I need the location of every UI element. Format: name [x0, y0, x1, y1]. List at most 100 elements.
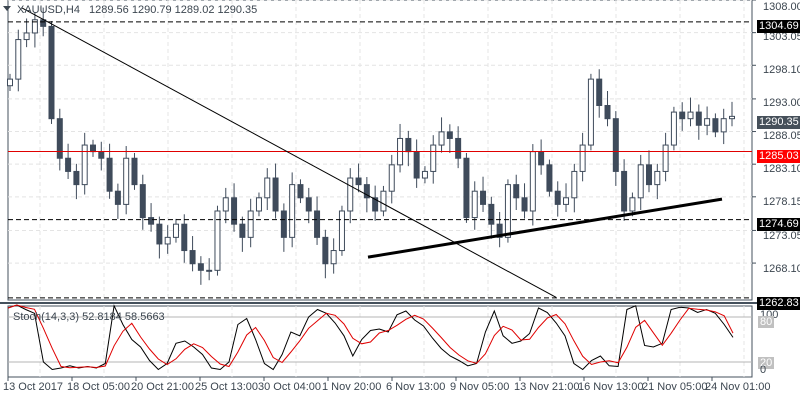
bear-candle — [272, 177, 279, 212]
bear-candle — [106, 157, 113, 192]
bear-candle — [621, 170, 628, 212]
stoch-signal-line — [7, 304, 734, 369]
bear-candle — [114, 190, 121, 205]
bull-candle — [255, 197, 262, 212]
bear-candle — [712, 118, 719, 133]
bull-candle — [670, 111, 677, 146]
bear-candle — [554, 190, 561, 205]
time-tick: 18 Oct 05:00 — [67, 381, 130, 393]
bull-candle — [654, 170, 661, 186]
trendline — [367, 197, 723, 259]
bear-candle — [48, 25, 55, 120]
bull-candle — [380, 190, 387, 212]
bear-candle — [305, 197, 312, 212]
bear-candle — [156, 223, 163, 245]
bear-candle — [488, 203, 495, 225]
bear-candle — [189, 250, 196, 265]
bull-candle — [637, 164, 644, 199]
time-tick: 13 Nov 21:00 — [514, 381, 580, 393]
bull-candle — [471, 190, 478, 219]
ohlc-values: 1289.56 1290.79 1289.02 1290.35 — [89, 4, 258, 16]
stoch-axis-80: 80 — [758, 316, 775, 328]
level-tag-1262: 1262.83 — [757, 297, 800, 310]
bear-candle — [231, 197, 238, 225]
bear-candle — [181, 223, 188, 252]
bull-candle — [247, 210, 254, 238]
bear-candle — [65, 157, 72, 172]
bear-candle — [314, 210, 321, 238]
bear-candle — [546, 164, 553, 192]
bear-candle — [148, 217, 155, 225]
bull-candle — [330, 250, 337, 265]
bull-candle — [629, 197, 636, 212]
price-tick: 1308.00 — [763, 1, 800, 13]
bull-candle — [587, 78, 594, 146]
price-tick: 1273.05 — [763, 230, 800, 242]
bull-candle — [206, 269, 213, 272]
time-tick: 20 Oct 21:00 — [131, 381, 194, 393]
bull-candle — [421, 170, 428, 179]
bull-candle — [430, 144, 437, 172]
bull-candle — [579, 144, 586, 172]
bear-candle — [679, 111, 686, 120]
stoch-title: Stoch(14,3,3) 52.8184 58.5663 — [13, 311, 165, 323]
bull-candle — [214, 210, 221, 271]
time-tick: 6 Nov 13:00 — [386, 381, 446, 393]
trendline — [21, 7, 557, 298]
bear-candle — [239, 223, 246, 238]
chart-title: XAUUSD,H4 1289.56 1290.79 1289.02 1290.3… — [17, 4, 257, 16]
bull-candle — [529, 151, 536, 212]
bear-candle — [322, 236, 329, 265]
time-tick: 9 Nov 05:00 — [450, 381, 510, 393]
bull-candle — [438, 131, 445, 146]
bear-candle — [89, 144, 96, 153]
price-tick: 1303.05 — [763, 31, 800, 43]
bull-candle — [123, 157, 130, 205]
bull-candle — [172, 223, 179, 238]
price-tick: 1283.10 — [763, 163, 800, 175]
bear-candle — [612, 118, 619, 172]
bull-candle — [687, 111, 694, 120]
level-tag-1304: 1304.69 — [757, 20, 800, 33]
bull-candle — [704, 118, 711, 126]
bull-candle — [338, 210, 345, 252]
time-tick: 16 Nov 13:00 — [578, 381, 644, 393]
bear-candle — [131, 157, 138, 186]
bear-candle — [139, 184, 146, 219]
stoch-main-line — [7, 304, 734, 371]
bull-candle — [7, 78, 13, 87]
bear-candle — [604, 104, 611, 120]
symbol-label: XAUUSD,H4 — [17, 4, 80, 16]
price-tick: 1278.15 — [763, 196, 800, 208]
bull-candle — [347, 177, 354, 212]
bear-candle — [56, 118, 63, 159]
current-price-tag: 1290.35 — [757, 116, 800, 129]
bear-candle — [413, 151, 420, 179]
bull-candle — [164, 236, 171, 245]
time-tick: 24 Nov 01:00 — [705, 381, 771, 393]
bear-candle — [73, 170, 80, 186]
price-tick: 1298.10 — [763, 64, 800, 76]
price-tick: 1293.00 — [763, 97, 800, 109]
price-tick: 1268.10 — [763, 263, 800, 275]
level-tag-1285: 1285.03 — [757, 150, 800, 163]
bull-candle — [31, 19, 38, 34]
bear-candle — [538, 151, 545, 166]
bull-candle — [720, 118, 727, 133]
bear-candle — [197, 263, 204, 271]
bear-candle — [496, 223, 503, 238]
indicator-pane — [7, 305, 753, 378]
bear-candle — [695, 111, 702, 126]
bull-candle — [563, 197, 570, 205]
time-tick: 25 Oct 13:00 — [195, 381, 258, 393]
level-tag-1274: 1274.69 — [757, 218, 800, 231]
bear-candle — [297, 184, 304, 199]
bear-candle — [372, 197, 379, 212]
bear-candle — [405, 137, 412, 153]
bear-candle — [446, 131, 453, 139]
bull-candle — [81, 144, 88, 186]
bear-candle — [355, 177, 362, 186]
bull-candle — [23, 32, 30, 41]
bear-candle — [98, 151, 105, 159]
